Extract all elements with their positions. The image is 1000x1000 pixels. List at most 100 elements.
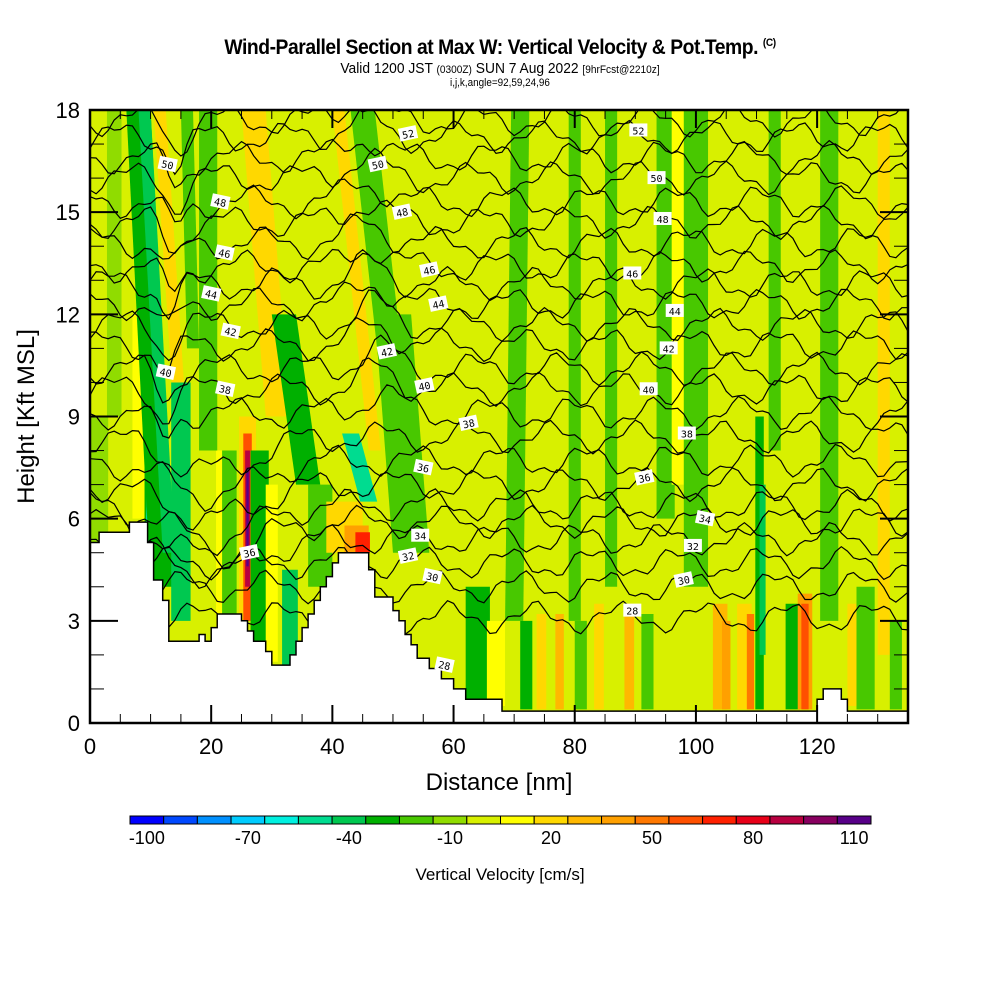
contour-label-bg xyxy=(458,414,479,432)
contour-label-text: 30 xyxy=(677,575,691,588)
contour-label-text: 42 xyxy=(380,347,394,360)
valid-time-local: Valid 1200 JST xyxy=(340,60,433,77)
velocity-band xyxy=(222,450,237,621)
colorbar-title: Vertical Velocity [cm/s] xyxy=(415,865,584,884)
contour-label: 44 xyxy=(201,285,222,302)
contour-label: 50 xyxy=(647,171,666,185)
contour-label: 46 xyxy=(214,244,235,261)
terrain-polygon xyxy=(89,521,909,724)
y-tick-label: 3 xyxy=(68,609,80,634)
colorbar-segment xyxy=(129,815,165,825)
contour-label-bg xyxy=(210,193,231,210)
contour-label-bg xyxy=(376,343,397,360)
velocity-band xyxy=(246,467,249,567)
contour-label-text: 50 xyxy=(371,159,385,172)
x-tick-label: 20 xyxy=(199,734,223,759)
contour-label-bg xyxy=(694,509,716,527)
contour-label: 40 xyxy=(414,377,435,394)
section-indices: i,j,k,angle=92,59,24,96 xyxy=(450,77,550,89)
velocity-band xyxy=(153,110,184,383)
contour-label: 30 xyxy=(673,571,694,588)
contour-label: 48 xyxy=(210,193,231,210)
contour-label-text: 32 xyxy=(687,542,699,553)
forecast-info: [9hrFcst@2210z] xyxy=(582,64,660,76)
velocity-band xyxy=(624,603,635,710)
contour-label: 38 xyxy=(215,380,236,397)
velocity-band xyxy=(250,450,269,655)
contour-label-text: 30 xyxy=(425,571,439,584)
contour-label-bg xyxy=(629,123,648,137)
valid-time-utc: (0300Z) xyxy=(436,64,472,76)
contour-label: 40 xyxy=(155,363,176,380)
contour-label-bg xyxy=(419,261,440,278)
contour-label: 46 xyxy=(419,261,440,278)
contour-label: 32 xyxy=(397,547,419,564)
x-tick-label: 40 xyxy=(320,734,344,759)
contour-label: 52 xyxy=(629,123,648,137)
terrain xyxy=(89,521,909,724)
velocity-band xyxy=(486,620,506,706)
theta-contour-line xyxy=(90,334,908,404)
x-tick-label: 60 xyxy=(441,734,465,759)
contour-label-text: 36 xyxy=(243,548,257,561)
velocity-band xyxy=(856,586,875,710)
theta-contour-line xyxy=(90,249,908,321)
contour-label-text: 46 xyxy=(217,248,231,261)
contour-label: 36 xyxy=(413,458,434,476)
contour-label-text: 36 xyxy=(638,473,652,486)
theta-contour-line xyxy=(90,138,908,189)
contour-label-bg xyxy=(367,155,388,173)
colorbar-segment xyxy=(163,815,198,825)
y-tick-label: 15 xyxy=(56,200,80,225)
contour-label-bg xyxy=(428,295,449,312)
colorbar-segment xyxy=(702,815,737,825)
contour-label-text: 50 xyxy=(160,159,174,172)
contour-label-bg xyxy=(683,538,702,552)
colorbar-tick-label: -40 xyxy=(336,828,362,848)
contour-label: 28 xyxy=(623,603,642,618)
contour-label-text: 38 xyxy=(218,384,232,397)
theta-contour-line xyxy=(90,521,908,590)
contour-label-text: 42 xyxy=(223,326,237,339)
x-tick-label: 100 xyxy=(678,734,715,759)
velocity-band xyxy=(536,614,547,710)
contour-label: 52 xyxy=(397,125,419,142)
velocity-band xyxy=(271,314,321,485)
contour-label: 48 xyxy=(653,211,672,226)
velocity-band xyxy=(594,603,604,710)
contour-label-text: 52 xyxy=(401,129,415,142)
velocity-band xyxy=(282,569,298,666)
contour-label-text: 40 xyxy=(643,385,655,396)
velocity-band xyxy=(520,620,533,710)
velocity-band xyxy=(505,110,530,621)
velocity-band xyxy=(683,110,709,587)
contour-label-text: 44 xyxy=(432,299,446,312)
contour-label-bg xyxy=(653,211,672,225)
contour-label: 28 xyxy=(434,656,455,673)
theta-contour-line xyxy=(90,443,908,513)
velocity-band xyxy=(555,614,564,710)
velocity-band xyxy=(820,110,839,621)
velocity-band xyxy=(171,382,191,621)
colorbar-tick-label: -10 xyxy=(437,828,463,848)
colorbar-tick-label: -70 xyxy=(235,828,261,848)
theta-contour-line xyxy=(90,488,908,557)
contour-label: 44 xyxy=(665,303,684,318)
theta-contour-line xyxy=(90,281,908,322)
theta-contour-line xyxy=(90,147,908,215)
contour-label-text: 48 xyxy=(395,207,409,220)
colorbar-segment xyxy=(803,815,838,825)
contour-label-bg xyxy=(414,377,435,394)
contour-label: 42 xyxy=(220,322,241,339)
colorbar-segment xyxy=(331,815,367,825)
contour-label-text: 28 xyxy=(626,607,638,618)
velocity-band xyxy=(465,586,490,706)
theta-contour-line xyxy=(90,467,908,531)
contour-label-bg xyxy=(391,203,413,220)
contour-label-bg xyxy=(397,547,419,564)
contour-label-bg xyxy=(673,571,694,588)
colorbar-tick-label: 80 xyxy=(743,828,763,848)
contour-label-bg xyxy=(397,125,419,142)
